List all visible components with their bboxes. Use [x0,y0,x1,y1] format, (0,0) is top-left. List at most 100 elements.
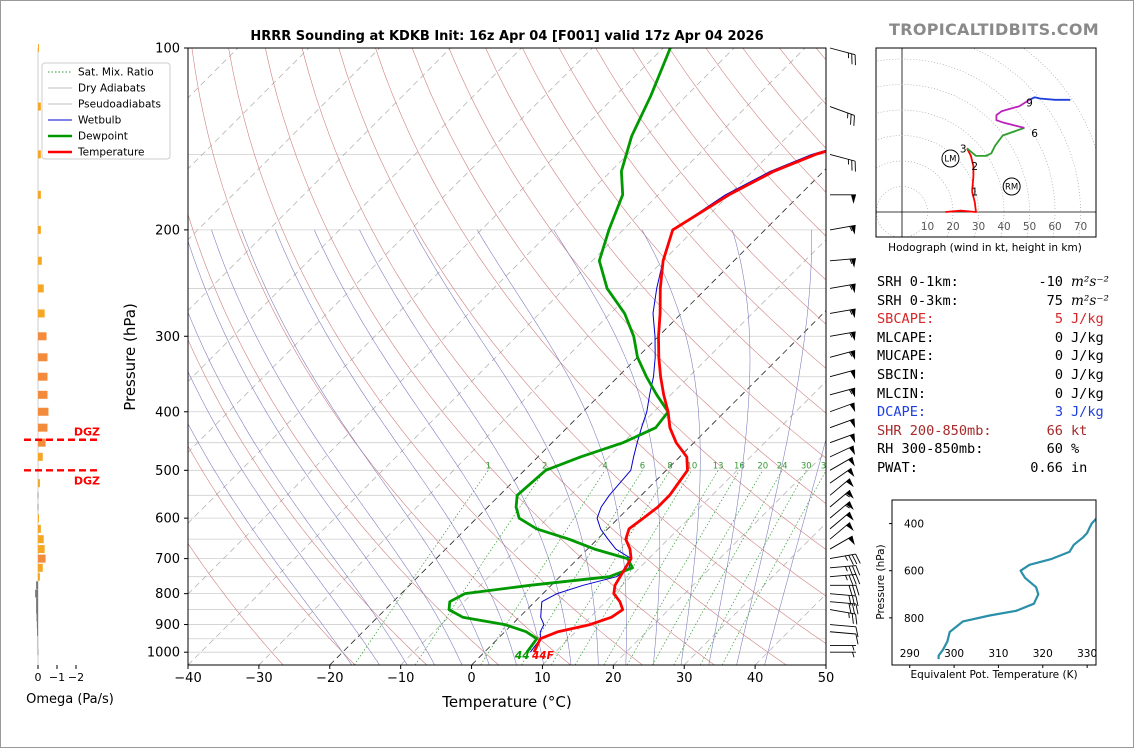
wind-barb [829,418,856,429]
y-tick-label: 300 [155,330,180,345]
stat-row: MLCIN: 0 J/kg [877,385,1109,404]
pseudoadiabat [764,438,826,665]
hodograph-segment [995,99,1030,129]
omega-bar [38,44,39,52]
theta-e-frame [891,499,1097,666]
dry-adiabat [228,48,643,665]
mixing-ratio-label: 1 [486,461,491,471]
hodograph-ring-label: 40 [997,221,1010,233]
theta-e-x-tick-label: 320 [1033,648,1053,660]
omega-tick-label: 0 [35,671,42,684]
wind-barb-full [855,614,858,625]
y-tick-label: 500 [155,464,180,479]
x-tick-label: −30 [245,671,272,686]
omega-bar [35,589,38,598]
stat-label: MUCAPE: [877,348,935,365]
wind-barb-half [845,493,850,498]
pseudoadiabat [553,229,661,665]
theta-e-x-tick-label: 300 [944,648,964,660]
dry-adiabat [448,48,826,504]
wind-barb-half [849,284,853,290]
omega-bar [38,479,40,488]
wind-barb-staff [829,553,856,560]
omega-bar [38,514,39,523]
dry-adiabat [522,48,826,414]
wind-barb-full [851,603,855,614]
wind-barb-staff [829,445,854,458]
stat-unit: m²s⁻² [1071,274,1109,290]
wind-barb-staff [829,369,856,378]
omega-bar [38,284,44,293]
wind-barb [829,553,861,565]
omega-tick-label: −2 [68,671,84,684]
dry-adiabat [558,48,826,369]
surface-temperature-label: 44F [531,650,555,662]
wind-barb-full [848,565,854,577]
mixing-ratio-label: 8 [667,461,672,471]
wind-barb [829,631,859,645]
wind-barb-flag [850,283,856,294]
dewpoint-trace [447,48,672,654]
wind-barb-staff [829,433,855,444]
wind-barb-full [855,603,859,615]
stat-label: MLCAPE: [877,329,935,346]
stat-unit: J/kg [1071,385,1104,402]
omega-bar [38,535,44,544]
hodograph-segment [1029,96,1071,101]
dry-adiabat [485,48,826,459]
stat-row: SRH 0-3km: 75 m²s⁻² [877,292,1109,311]
x-tick-label: −10 [387,671,414,686]
dry-adiabat [265,48,715,665]
chart-title: HRRR Sounding at KDKB Init: 16z Apr 04 [… [250,29,763,44]
y-tick-label: 200 [155,223,180,238]
wind-barb-staff [829,601,856,605]
wind-barb-full [851,53,853,65]
mixing-ratio-label: 36 [821,461,832,471]
wind-barb-full [855,565,861,576]
y-tick-label: 1000 [147,646,180,661]
wind-barb-half [848,389,853,395]
stat-unit: in [1071,459,1088,476]
mixing-ratio-label: 24 [777,461,788,471]
mixing-ratio-label: 10 [686,461,697,471]
isotherm [329,168,826,665]
dry-adiabat [188,542,284,665]
wind-barb-half [848,612,850,619]
mixing-ratio-line [354,470,489,665]
mixing-ratio-line [699,470,807,665]
wind-barb-staff [829,331,856,337]
wind-barb [829,153,856,172]
hodograph-height-label: 2 [971,161,978,173]
hodograph-height-label: 6 [1031,128,1038,140]
wind-barb-full [855,633,859,645]
wind-barb [829,445,856,458]
wind-barb [829,331,856,342]
pseudoadiabat [641,229,701,665]
stat-row: SBCIN: 0 J/kg [877,366,1109,385]
wind-barb-flag [848,536,855,546]
mixing-ratio-labels: 1 2 4 6 8 10 13 16 20 24 30 36 [486,461,832,471]
wind-barb [829,283,856,294]
omega-bar [38,372,48,381]
wind-barb [829,456,855,471]
wind-barb [829,369,856,380]
x-tick-label: 40 [747,671,764,686]
stat-row: DCAPE: 3 J/kg [877,403,1109,422]
x-axis-label: Temperature (°C) [441,693,571,711]
storm-motion-marker [941,149,960,168]
wind-barb-half [849,226,853,232]
legend-label: Dry Adiabats [78,83,146,95]
stat-unit: J/kg [1071,348,1104,365]
omega-bar [36,597,38,606]
wind-barb-flag [846,478,854,488]
omega-bar [38,150,41,159]
wind-barb-staff [829,350,856,358]
wind-barb-half [849,258,853,265]
wind-barb-staff [829,573,856,578]
mixing-ratio-label: 6 [640,461,645,471]
omega-bar [38,353,48,362]
wind-barb-flag [850,308,856,319]
hodograph-height-label: 9 [1026,97,1033,109]
stat-value: 60 [1046,441,1063,458]
